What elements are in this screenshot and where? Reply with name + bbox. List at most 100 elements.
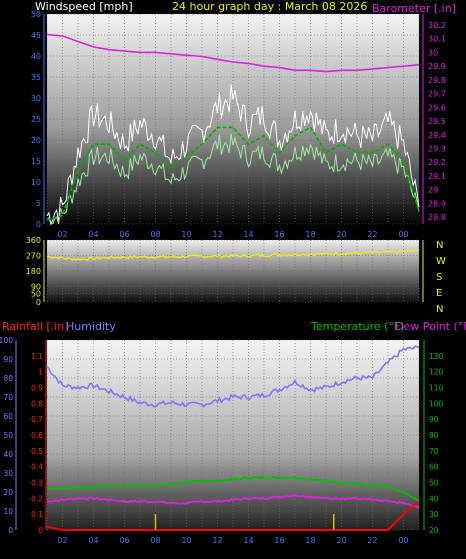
humidity-y-tick: 20: [3, 488, 13, 497]
rainfall-y-tick: 0.4: [31, 463, 43, 472]
climate-x-tick: 14: [243, 536, 253, 545]
rainfall-y-tick: 1.1: [31, 352, 43, 361]
wind-x-tick: 14: [243, 230, 253, 239]
wind-x-tick: 12: [212, 230, 222, 239]
rainfall-y-tick: 0.3: [31, 479, 43, 488]
wind-direction-line: [47, 248, 420, 261]
barometer-y-tick: 30.2: [428, 21, 446, 30]
dewpoint-line: [46, 493, 420, 509]
barometer-y-tick: 30: [428, 48, 438, 57]
barometer-y-tick: 29.4: [428, 131, 446, 140]
temperature-y-tick: 40: [429, 494, 439, 503]
wind-y-tick: 10: [31, 178, 41, 187]
wind-x-tick: 18: [305, 230, 315, 239]
barometer-y-tick: 28.9: [428, 199, 446, 208]
direction-y-tick: 50: [31, 289, 41, 298]
climate-x-tick: 12: [212, 536, 222, 545]
wind-x-tick: 08: [150, 230, 160, 239]
wind-y-tick: 5: [36, 199, 41, 208]
barometer-y-tick: 29: [428, 186, 438, 195]
temperature-y-tick: 70: [429, 447, 439, 456]
humidity-y-tick: 90: [3, 355, 13, 364]
climate-x-tick: 08: [150, 536, 160, 545]
humidity-y-tick: 50: [3, 431, 13, 440]
barometer-y-tick: 29.2: [428, 158, 446, 167]
wind-y-tick: 15: [31, 157, 41, 166]
temperature-y-tick: 110: [429, 384, 444, 393]
wind-y-tick: 30: [31, 94, 41, 103]
rainfall-y-tick: 0.1: [31, 510, 43, 519]
rainfall-y-tick: 0.9: [31, 384, 43, 393]
wind-x-tick: 20: [336, 230, 346, 239]
wind-mean-line: [46, 126, 420, 221]
humidity-y-tick: 10: [3, 507, 13, 516]
wind-x-tick: 22: [367, 230, 377, 239]
wind-x-tick: 00: [398, 230, 408, 239]
barometer-y-tick: 29.1: [428, 172, 446, 181]
humidity-y-tick: 100: [0, 336, 13, 345]
humidity-y-tick: 30: [3, 469, 13, 478]
data-series: [46, 33, 420, 531]
climate-x-tick: 06: [119, 536, 129, 545]
temperature-y-tick: 20: [429, 526, 439, 535]
wind-y-tick: 40: [31, 52, 41, 61]
rainfall-axis-title: Rainfall [.in]: [2, 320, 69, 333]
wind-y-tick: 25: [31, 115, 41, 124]
temperature-y-tick: 30: [429, 510, 439, 519]
direction-y-tick: 90: [31, 283, 41, 292]
rainfall-y-tick: 0.2: [31, 494, 43, 503]
rainfall-line: [46, 500, 420, 531]
direction-y-tick: 270: [26, 252, 41, 261]
tick-labels: 0510152025303540455028.828.92929.129.229…: [0, 10, 446, 545]
humidity-axis-title: Humidity: [66, 320, 116, 333]
barometer-line: [46, 33, 420, 73]
climate-x-tick: 10: [181, 536, 191, 545]
barometer-y-tick: 29.9: [428, 62, 446, 71]
climate-x-tick: 18: [305, 536, 315, 545]
compass-label-s: S: [436, 272, 442, 283]
temperature-y-tick: 120: [429, 368, 444, 377]
rainfall-y-tick: 0.8: [31, 399, 43, 408]
rainfall-y-tick: 0.6: [31, 431, 43, 440]
barometer-y-tick: 30.1: [428, 35, 446, 44]
rainfall-y-tick: 0: [38, 526, 43, 535]
humidity-y-tick: 0: [8, 526, 13, 535]
compass-label-w: W: [436, 256, 446, 267]
barometer-y-tick: 29.3: [428, 145, 446, 154]
temperature-y-tick: 60: [429, 463, 439, 472]
climate-x-tick: 00: [398, 536, 408, 545]
barometer-y-tick: 29.6: [428, 103, 446, 112]
barometer-axis-title: Barometer [.in]: [372, 2, 456, 15]
humidity-y-tick: 70: [3, 393, 13, 402]
rainfall-y-tick: 0.7: [31, 415, 43, 424]
axes: [15, 14, 425, 530]
climate-x-tick: 16: [274, 536, 284, 545]
humidity-y-tick: 60: [3, 412, 13, 421]
wind-x-tick: 10: [181, 230, 191, 239]
wind-y-tick: 45: [31, 31, 41, 40]
temperature-y-tick: 90: [429, 415, 439, 424]
climate-x-tick: 02: [57, 536, 67, 545]
dewpoint-axis-title: Dew Point (°F): [395, 320, 466, 333]
temperature-y-tick: 50: [429, 479, 439, 488]
direction-y-tick: 360: [26, 236, 41, 245]
wind-y-tick: 50: [31, 10, 41, 19]
wind-average-line: [46, 133, 420, 225]
climate-x-tick: 04: [88, 536, 98, 545]
rainfall-y-tick: 1: [38, 368, 43, 377]
temperature-axis-title: Temperature (°F): [310, 320, 405, 333]
chart-title: 24 hour graph day : March 08 2026: [172, 0, 367, 13]
rainfall-y-tick: 0.5: [31, 447, 43, 456]
compass-label-e: E: [436, 288, 442, 299]
direction-y-tick: 180: [26, 267, 41, 276]
temperature-y-tick: 130: [429, 352, 444, 361]
climate-x-tick: 20: [336, 536, 346, 545]
wind-x-tick: 02: [57, 230, 67, 239]
climate-x-tick: 22: [367, 536, 377, 545]
wind-x-tick: 16: [274, 230, 284, 239]
barometer-y-tick: 29.8: [428, 76, 446, 85]
barometer-y-tick: 28.8: [428, 213, 446, 222]
wind-y-tick: 20: [31, 136, 41, 145]
temperature-line: [46, 476, 420, 503]
